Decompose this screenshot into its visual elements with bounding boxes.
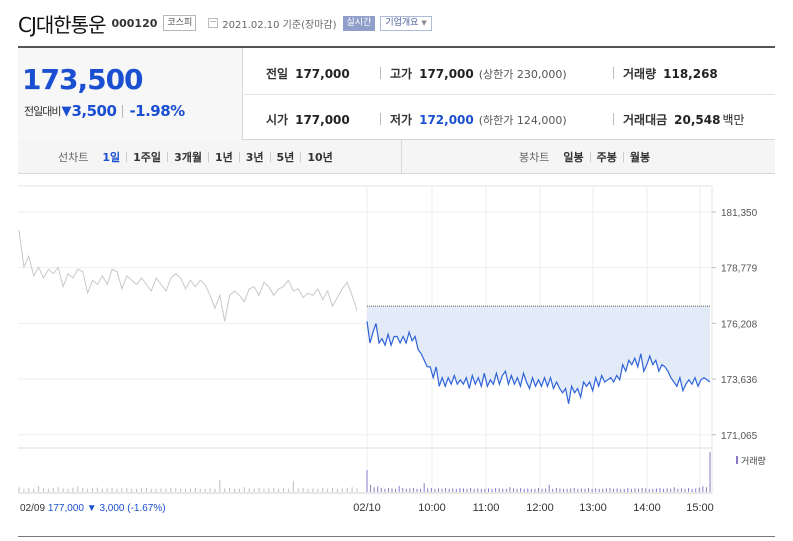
prev-day-line (18, 230, 358, 322)
prev-close: 전일 177,000 (266, 65, 350, 82)
x-axis: 02/10 10:00 11:00 12:00 13:00 14:00 15:00 02/09… (20, 502, 714, 514)
candle-chart-tabs: 봉차트 일봉 주봉 월봉 (519, 140, 656, 174)
prev-day-summary: 02/09 177,000 ▼ 3,000 (-1.67%) (20, 503, 166, 514)
chevron-down-icon: ▼ (421, 18, 427, 27)
prev-close-label: 전일 (266, 67, 289, 81)
company-info-dropdown[interactable]: 기업개요 ▼ (380, 15, 432, 31)
line-chart-tabs: 선차트 1일 1주일 3개월 1년 3년 5년 10년 (58, 140, 339, 174)
change-label: 전일대비 (24, 105, 61, 118)
line-chart-label: 선차트 (58, 151, 89, 164)
down-arrow-icon: ▼ (61, 103, 72, 119)
realtime-button[interactable]: 실시간 (342, 15, 376, 31)
prev-summary-date: 02/09 (20, 503, 48, 514)
divider (613, 67, 614, 79)
row-divider (244, 94, 775, 95)
low-price: 저가 172,000 (하한가 124,000) (390, 111, 567, 128)
divider (401, 140, 402, 174)
low-label: 저가 (390, 113, 413, 127)
prev-close-value: 177,000 (295, 67, 350, 81)
company-info-label: 기업개요 (385, 17, 419, 28)
x-tick-label: 11:00 (473, 502, 500, 514)
volume-legend-label: 거래량 (741, 455, 766, 466)
stock-name: CJ대한통운 (18, 12, 106, 37)
x-tick-label: 13:00 (579, 502, 607, 514)
y-axis: 181,350 178,779 176,208 173,636 171,065 (712, 208, 758, 442)
quote-date: 2021.02.10 기준(장마감) (222, 19, 337, 31)
prev-summary-pct: (-1.67%) (127, 503, 165, 514)
today-series (366, 305, 711, 404)
price-change: 전일대비 ▼ 3,500 -1.98% (24, 102, 185, 120)
high-price: 고가 177,000 (상한가 230,000) (390, 65, 567, 82)
amount-value: 20,548 (674, 113, 721, 127)
stock-code: 000120 (111, 16, 158, 30)
today-price-line (366, 321, 711, 404)
line-period-tab[interactable]: 1년 (214, 151, 233, 164)
trade-amount: 거래대금 20,548 백만 (623, 111, 745, 128)
open-price: 시가 177,000 (266, 111, 350, 128)
high-label: 고가 (390, 67, 413, 81)
x-tick-label: 14:00 (633, 502, 661, 514)
tab-divider (207, 152, 209, 162)
high-value: 177,000 (419, 67, 474, 81)
y-tick-label: 173,636 (721, 375, 758, 386)
chart-period-tabs: 선차트 1일 1주일 3개월 1년 3년 5년 10년 봉차트 일봉 주봉 월봉 (18, 140, 775, 174)
line-period-tab[interactable]: 3년 (245, 151, 264, 164)
candle-chart-label: 봉차트 (519, 151, 550, 164)
x-tick-label: 10:00 (418, 502, 446, 514)
tab-divider (300, 152, 302, 162)
divider (380, 67, 381, 79)
x-tick-label: 15:00 (686, 502, 714, 514)
lower-limit: (하한가 124,000) (478, 114, 567, 127)
tab-divider (589, 152, 591, 162)
bottom-rule (18, 536, 775, 537)
open-value: 177,000 (295, 113, 350, 127)
change-amount: 3,500 (71, 102, 117, 120)
y-tick-label: 176,208 (721, 319, 758, 330)
prev-summary-arrow: ▼ (87, 503, 100, 514)
prev-summary-close: 177,000 (48, 503, 87, 514)
low-value: 172,000 (419, 113, 474, 127)
volume-label: 거래량 (623, 67, 657, 81)
divider (380, 113, 381, 125)
line-period-tab[interactable]: 3개월 (174, 151, 202, 164)
divider (122, 104, 124, 118)
volume-legend-swatch (736, 456, 738, 464)
upper-limit: (상한가 230,000) (478, 68, 567, 81)
change-percent: -1.98% (129, 102, 185, 120)
volume: 거래량 118,268 (623, 65, 718, 82)
amount-label: 거래대금 (623, 113, 668, 127)
divider (613, 113, 614, 125)
tab-divider (622, 152, 624, 162)
prev-summary-change: 3,000 (99, 503, 127, 514)
amount-unit: 백만 (722, 113, 745, 127)
tab-divider (269, 152, 271, 162)
tab-divider (167, 152, 169, 162)
stock-header: CJ대한통운 000120 코스피 2021.02.10 기준(장마감) 실시간… (18, 10, 432, 37)
tab-divider (126, 152, 128, 162)
x-tick-label: 02/10 (353, 502, 381, 514)
today-fill-area (367, 306, 710, 404)
candle-period-tab[interactable]: 월봉 (629, 151, 651, 164)
y-tick-label: 178,779 (721, 264, 758, 275)
volume-bars: 거래량 (18, 452, 766, 492)
calendar-icon (208, 18, 219, 28)
open-label: 시가 (266, 113, 289, 127)
y-tick-label: 181,350 (721, 208, 758, 219)
y-tick-label: 171,065 (721, 431, 758, 442)
quote-summary: 173,500 전일대비 ▼ 3,500 -1.98% 전일 177,000 고… (18, 46, 775, 140)
line-period-tab[interactable]: 1일 (102, 151, 121, 164)
line-period-tab[interactable]: 5년 (276, 151, 295, 164)
market-badge: 코스피 (163, 15, 197, 31)
current-price-panel: 173,500 전일대비 ▼ 3,500 -1.98% (18, 48, 243, 140)
x-tick-label: 12:00 (526, 502, 554, 514)
line-period-tab[interactable]: 10년 (307, 151, 333, 164)
current-price: 173,500 (22, 63, 144, 96)
volume-value: 118,268 (663, 67, 718, 81)
prev-day-series (18, 230, 358, 322)
candle-period-tab[interactable]: 주봉 (596, 151, 617, 164)
line-period-tab[interactable]: 1주일 (133, 151, 162, 164)
tab-divider (238, 152, 240, 162)
candle-period-tab[interactable]: 일봉 (563, 151, 584, 164)
